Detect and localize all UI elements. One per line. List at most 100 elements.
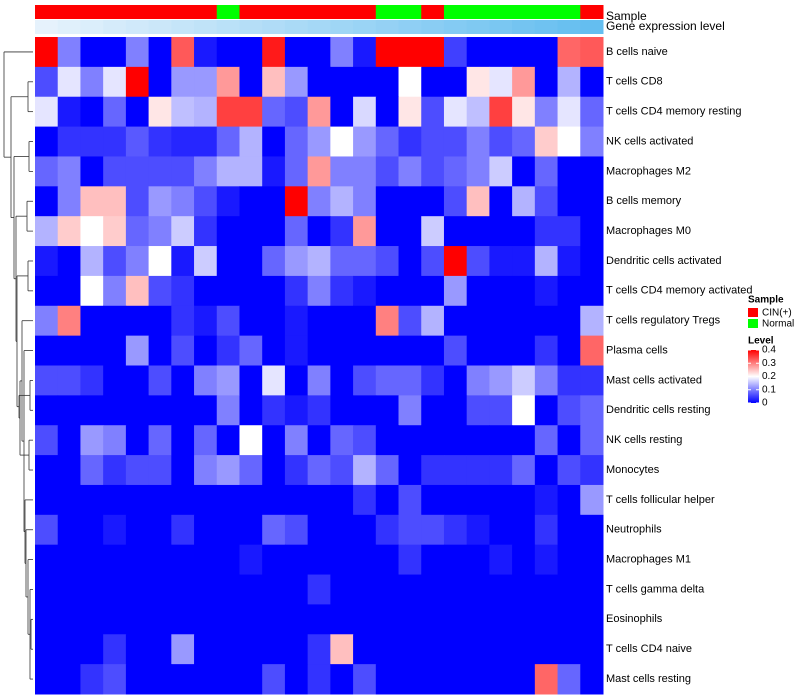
heatmap-cell <box>398 455 422 486</box>
heatmap-cell <box>284 634 309 665</box>
level-tick-label: 0.2 <box>762 371 776 382</box>
heatmap-cell <box>512 96 536 128</box>
heatmap-cell <box>216 156 240 187</box>
heatmap-cell <box>35 544 59 576</box>
heatmap-cell <box>148 514 172 546</box>
heatmap-cell <box>534 574 559 605</box>
heatmap-cell <box>262 216 286 247</box>
heatmap-cell <box>443 455 468 486</box>
expression-cell <box>239 20 263 34</box>
row-label: Macrophages M1 <box>606 554 691 566</box>
heatmap-cell <box>148 425 172 456</box>
heatmap-cell <box>398 216 422 247</box>
heatmap-cell <box>512 37 536 68</box>
heatmap-cell <box>35 634 59 665</box>
heatmap-cell <box>330 395 354 426</box>
heatmap-cell <box>466 664 490 695</box>
heatmap-cell <box>398 246 422 277</box>
sample-cell <box>421 5 445 19</box>
heatmap-cell <box>330 664 354 695</box>
expression-cell <box>330 20 354 34</box>
heatmap-cell <box>194 186 218 217</box>
heatmap-cell <box>239 455 263 486</box>
heatmap-cell <box>171 574 195 605</box>
heatmap-cell <box>125 395 150 426</box>
heatmap-cell <box>125 664 150 695</box>
heatmap-cell <box>557 96 581 128</box>
heatmap-cell <box>489 604 513 635</box>
sample-cell <box>148 5 172 19</box>
heatmap-cell <box>307 305 331 337</box>
heatmap-cell <box>307 156 331 187</box>
heatmap-cell <box>194 514 218 546</box>
heatmap-cell <box>171 664 195 695</box>
heatmap-cell <box>307 335 331 366</box>
heatmap-cell <box>580 96 604 128</box>
heatmap-cell <box>125 305 150 337</box>
heatmap-cell <box>330 335 354 366</box>
heatmap-cell <box>375 634 400 665</box>
heatmap-cell <box>443 186 468 217</box>
heatmap-cell <box>125 574 150 605</box>
heatmap-cell <box>398 604 422 635</box>
heatmap-cell <box>466 604 490 635</box>
heatmap-cell <box>489 455 513 486</box>
heatmap-cell <box>216 574 240 605</box>
heatmap-cell <box>421 514 445 546</box>
heatmap-cell <box>443 66 468 98</box>
heatmap-cell <box>216 455 240 486</box>
heatmap-cell <box>534 186 559 217</box>
heatmap-cell <box>353 156 377 187</box>
heatmap-cell <box>171 365 195 396</box>
sample-cell <box>375 5 400 19</box>
heatmap-cell <box>466 365 490 396</box>
heatmap-cell <box>489 574 513 605</box>
heatmap-cell <box>353 604 377 635</box>
heatmap-cell <box>330 634 354 665</box>
heatmap-cell <box>284 365 309 396</box>
heatmap-cell <box>284 96 309 128</box>
heatmap-cell <box>148 126 172 157</box>
heatmap-cell <box>330 126 354 157</box>
heatmap-cell <box>262 335 286 366</box>
heatmap-cell <box>557 425 581 456</box>
sample-cell <box>284 5 309 19</box>
heatmap-cell <box>80 604 104 635</box>
heatmap-cell <box>284 395 309 426</box>
heatmap-cell <box>398 365 422 396</box>
heatmap-cell <box>284 574 309 605</box>
heatmap-cell <box>489 96 513 128</box>
heatmap-cell <box>557 66 581 98</box>
heatmap-cell <box>580 395 604 426</box>
heatmap-cell <box>512 574 536 605</box>
heatmap-cell <box>534 156 559 187</box>
heatmap-cell <box>307 484 331 516</box>
heatmap-cell <box>103 664 127 695</box>
expression-cell <box>512 20 536 34</box>
sample-annotation-track <box>35 5 604 19</box>
heatmap-cell <box>443 425 468 456</box>
level-tick-label: 0.3 <box>762 358 776 369</box>
heatmap-cell <box>580 514 604 546</box>
heatmap-cell <box>443 395 468 426</box>
heatmap-cell <box>580 574 604 605</box>
heatmap-cell <box>466 455 490 486</box>
heatmap-cell <box>284 514 309 546</box>
heatmap-cell <box>557 634 581 665</box>
sample-cell <box>557 5 581 19</box>
heatmap-cell <box>421 664 445 695</box>
heatmap-cell <box>398 37 422 68</box>
heatmap-cell <box>330 246 354 277</box>
heatmap-cell <box>580 275 604 307</box>
heatmap-cell <box>534 664 559 695</box>
heatmap-cell <box>580 246 604 277</box>
heatmap-cell <box>57 604 81 635</box>
row-label: B cells memory <box>606 195 682 207</box>
heatmap-cell <box>557 275 581 307</box>
row-label: T cells CD4 memory activated <box>606 285 753 297</box>
heatmap-cell <box>512 455 536 486</box>
heatmap-cell <box>421 126 445 157</box>
heatmap-cell <box>35 126 59 157</box>
heatmap-cell <box>353 514 377 546</box>
heatmap-cell <box>125 604 150 635</box>
